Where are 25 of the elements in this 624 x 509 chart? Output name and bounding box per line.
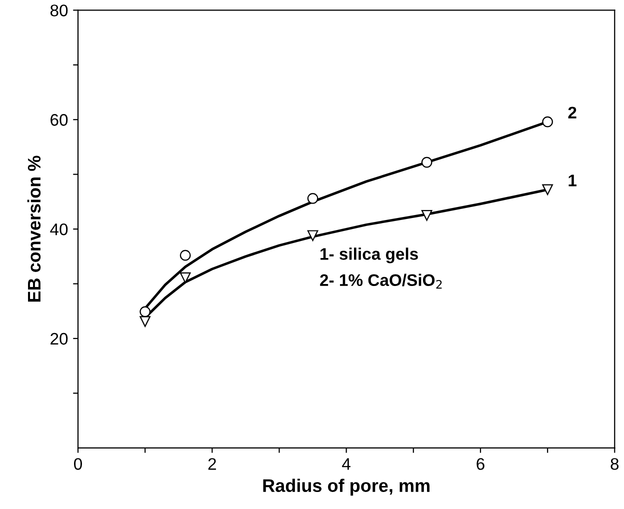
x-tick-label: 4	[342, 458, 350, 470]
series-label: 2	[568, 106, 576, 118]
y-tick-label: 60	[50, 114, 68, 126]
x-tick-label: 2	[208, 458, 216, 470]
point	[140, 306, 150, 318]
x-axis-title: Radius of pore, mm	[263, 478, 430, 496]
x-tick-label: 0	[74, 458, 82, 470]
y-tick-label: 40	[50, 223, 68, 236]
y-axis-title: EB conversion %	[27, 156, 41, 302]
y-tick-label: 80	[50, 4, 68, 16]
point	[180, 272, 191, 284]
point	[542, 184, 553, 196]
x-tick-label: 6	[476, 458, 484, 470]
y-tick-label: 20	[50, 332, 68, 345]
series-label: 1	[568, 174, 576, 186]
point	[421, 210, 432, 221]
point	[140, 316, 150, 327]
annotation: 1- silica gels	[320, 248, 418, 264]
point	[180, 250, 191, 261]
x-tick-label: 8	[610, 458, 619, 470]
point	[421, 156, 432, 168]
point	[307, 230, 318, 242]
point	[307, 192, 318, 204]
annotation: 2- 1% CaO/SiO$_{2}$	[320, 274, 442, 289]
point	[542, 116, 553, 128]
